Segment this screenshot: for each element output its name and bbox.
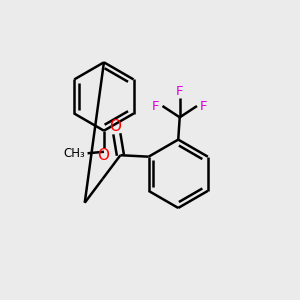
Text: CH₃: CH₃ [64, 147, 85, 160]
Text: F: F [176, 85, 184, 98]
Text: F: F [200, 100, 207, 112]
Text: F: F [152, 100, 160, 112]
Text: O: O [109, 118, 121, 134]
Text: O: O [97, 148, 109, 163]
